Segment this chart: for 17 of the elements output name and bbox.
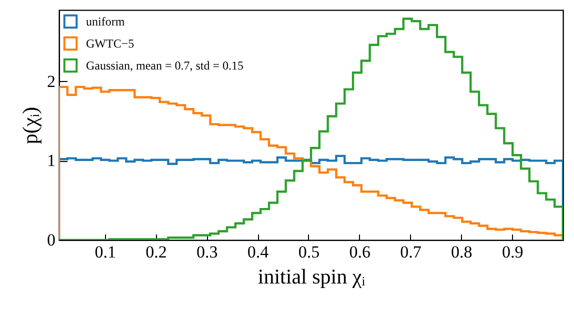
x-tick-label: 0.5 <box>298 242 320 262</box>
x-tick-label: 0.3 <box>196 242 218 262</box>
x-tick-label: 0.9 <box>502 242 524 262</box>
y-axis-title: p(χᵢ) <box>18 106 42 144</box>
x-tick-label: 0.7 <box>400 242 422 262</box>
y-tick-label: 2 <box>47 72 56 91</box>
x-tick-label: 0.2 <box>146 242 167 262</box>
x-tick-label: 0.6 <box>349 242 370 262</box>
x-axis-title: initial spin χᵢ <box>258 264 366 288</box>
legend-label: uniform <box>86 14 126 28</box>
y-tick-label: 1 <box>47 151 56 170</box>
legend-label: Gaussian, mean = 0.7, std = 0.15 <box>86 58 244 72</box>
x-tick-label: 0.8 <box>451 242 472 262</box>
y-tick-label: 0 <box>47 230 56 250</box>
legend-label: GWTC−5 <box>86 36 134 50</box>
x-tick-label: 0.4 <box>247 242 270 262</box>
x-tick-label: 0.1 <box>94 242 116 262</box>
